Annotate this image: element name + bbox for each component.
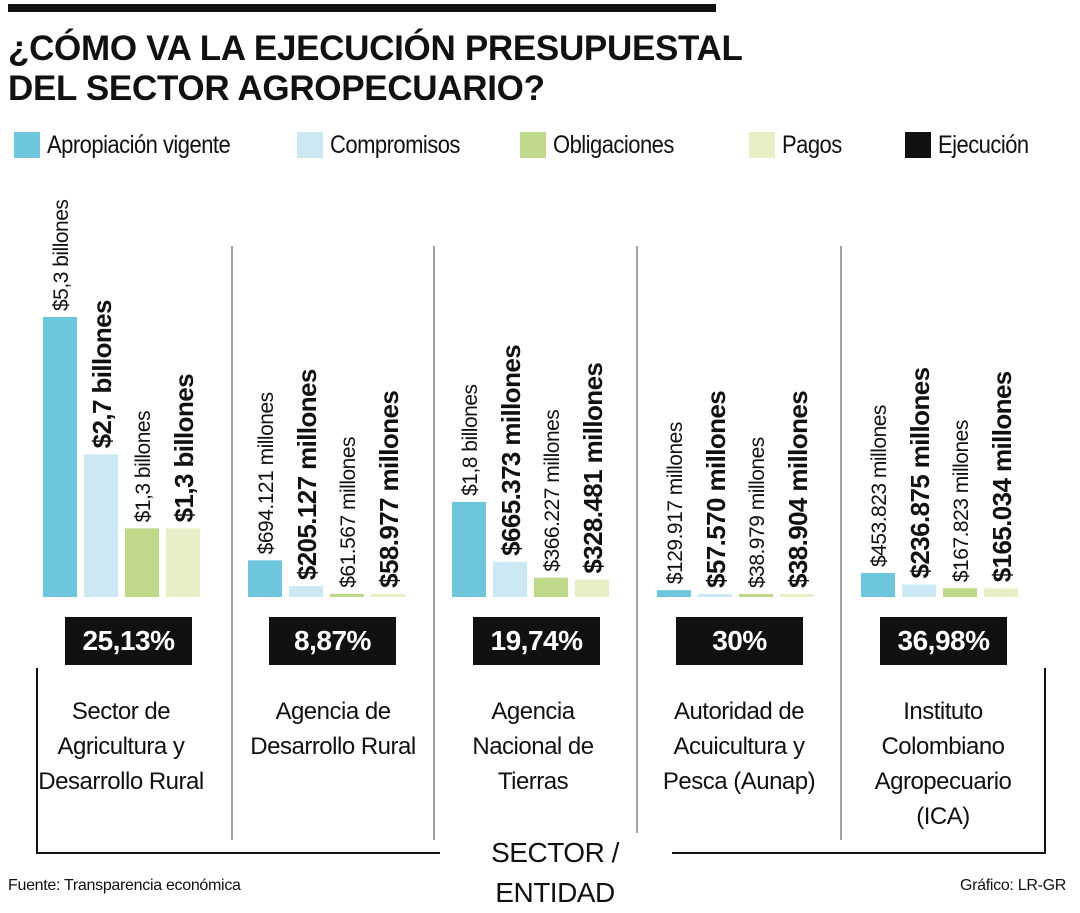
value-label-ant-obligaciones: $366.227 millones [541,410,564,572]
legend-label-apropiacion: Apropiación vigente [47,130,231,159]
bar-aunap-pagos [780,594,814,597]
bar-agricultura-obligaciones [125,528,159,597]
bar-agricultura-apropiacion [43,317,77,597]
category-line: Agropecuario [874,768,1012,795]
legend-swatch-pagos [749,132,775,158]
category-line: Agencia de [275,698,391,725]
category-label-ant: Agencia Nacional de Tierras [438,694,628,799]
value-label-adr-pagos: $58.977 millones [374,391,404,588]
bar-ant-apropiacion [452,501,486,597]
x-axis-label: SECTOR / ENTIDAD [442,833,668,913]
legend-swatch-obligaciones [520,132,546,158]
category-label-aunap: Autoridad de Acuicultura y Pesca (Aunap) [644,694,834,799]
category-line: Nacional de [472,733,594,760]
value-label-ica-apropiacion: $453.823 millones [868,405,891,567]
value-label-agricultura-obligaciones: $1,3 billones [132,411,155,522]
bar-aunap-obligaciones [739,594,773,597]
value-label-adr-compromisos: $205.127 millones [292,369,322,580]
category-line: Desarrollo Rural [38,768,204,795]
category-label-ica: Instituto Colombiano Agropecuario (ICA) [848,694,1038,834]
value-label-ica-compromisos: $236.875 millones [905,367,935,578]
bar-adr-pagos [371,593,405,597]
category-line: Sector de [71,698,171,725]
axis-bracket-left [36,668,440,854]
legend-swatch-apropiacion [14,132,40,158]
bar-adr-obligaciones [330,593,364,597]
bar-ica-obligaciones [943,588,977,597]
legend-item-obligaciones: Obligaciones [520,128,690,162]
legend-item-pagos: Pagos [749,128,850,162]
legend-item-compromisos: Compromisos [297,128,478,162]
category-line: Agencia [491,698,575,725]
group-dividers [231,246,842,840]
legend-label-ejecucion: Ejecución [938,130,1029,159]
bar-ica-pagos [984,588,1018,597]
category-line: Instituto [903,698,983,725]
category-line: Autoridad de [673,698,805,725]
bar-adr-apropiacion [248,560,282,597]
category-label-agricultura: Sector de Agricultura y Desarrollo Rural [26,694,216,799]
value-label-aunap-compromisos: $57.570 millones [701,391,731,588]
bar-value-labels: $5,3 billones $2,7 billones $1,3 billones $… [50,200,1017,588]
value-label-ant-pagos: $328.481 millones [578,363,608,574]
source-note: Fuente: Transparencia económica [8,877,241,894]
bar-adr-compromisos [289,586,323,597]
bar-ica-apropiacion [861,573,895,597]
category-line: (ICA) [916,803,970,830]
bar-ant-compromisos [493,561,527,597]
legend-swatch-compromisos [297,132,323,158]
bar-aunap-compromisos [698,593,732,597]
bars [43,317,1018,597]
ejecucion-box-ica: 36,98% [880,617,1007,665]
value-label-ica-obligaciones: $167.823 millones [950,420,973,582]
bar-ica-compromisos [902,584,936,597]
value-label-aunap-apropiacion: $129.917 millones [664,422,687,584]
ejecucion-box-ant: 19,74% [473,617,600,665]
legend-item-apropiacion: Apropiación vigente [14,128,255,162]
bar-ant-pagos [575,579,609,597]
value-label-ant-compromisos: $665.373 millones [496,345,526,556]
bar-aunap-apropiacion [657,590,691,597]
credit-note: Gráfico: LR-GR [959,877,1066,894]
category-line: Tierras [497,768,569,795]
category-line: Agricultura y [57,733,185,760]
legend-item-ejecucion: Ejecución [905,128,1041,162]
legend-label-obligaciones: Obligaciones [553,130,674,159]
category-line: Desarrollo Rural [250,733,416,760]
legend-label-compromisos: Compromisos [330,130,460,159]
value-label-aunap-obligaciones: $38.979 millones [746,437,769,588]
ejecucion-box-aunap: 30% [676,617,803,665]
ejecucion-box-adr: 8,87% [269,617,396,665]
value-label-agricultura-apropiacion: $5,3 billones [50,200,73,311]
value-label-ant-apropiacion: $1,8 billones [459,384,482,495]
category-line: Acuicultura y [673,733,805,760]
value-label-ica-pagos: $165.034 millones [987,371,1017,582]
value-label-adr-apropiacion: $694.121 millones [255,392,278,554]
bar-agricultura-pagos [166,528,200,597]
axis-bracket [36,668,1046,854]
value-label-agricultura-pagos: $1,3 billones [169,374,199,522]
axis-bracket-right [672,668,1046,854]
value-label-aunap-pagos: $38.904 millones [783,391,813,588]
legend-label-pagos: Pagos [782,130,842,159]
value-label-agricultura-compromisos: $2,7 billones [87,300,117,448]
category-line: Pesca (Aunap) [662,768,816,795]
chart-title-line-2: DEL SECTOR AGROPECUARIO? [8,69,545,108]
chart-title-line-1: ¿CÓMO VA LA EJECUCIÓN PRESUPUESTAL [8,29,743,68]
category-label-adr: Agencia de Desarrollo Rural [238,694,428,764]
bar-agricultura-compromisos [84,454,118,597]
legend-swatch-ejecucion [905,132,931,158]
top-rule [8,4,716,12]
category-line: Colombiano [881,733,1005,760]
ejecucion-box-agricultura: 25,13% [65,617,192,665]
value-label-adr-obligaciones: $61.567 millones [337,437,360,588]
bar-ant-obligaciones [534,577,568,597]
